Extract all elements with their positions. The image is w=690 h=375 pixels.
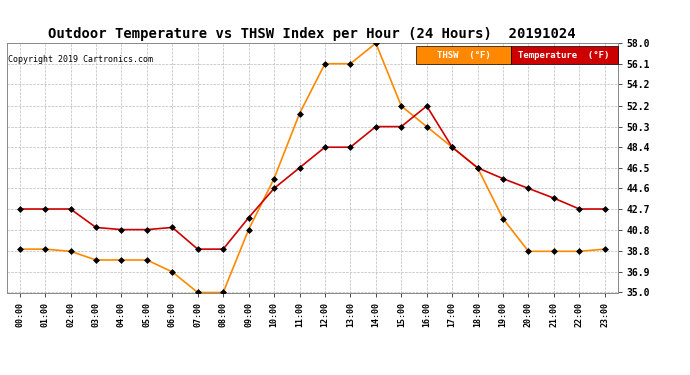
FancyBboxPatch shape	[416, 46, 511, 64]
Text: THSW  (°F): THSW (°F)	[437, 51, 491, 60]
FancyBboxPatch shape	[511, 46, 618, 64]
Text: Copyright 2019 Cartronics.com: Copyright 2019 Cartronics.com	[8, 55, 153, 64]
Title: Outdoor Temperature vs THSW Index per Hour (24 Hours)  20191024: Outdoor Temperature vs THSW Index per Ho…	[48, 27, 576, 40]
Text: Temperature  (°F): Temperature (°F)	[518, 51, 610, 60]
